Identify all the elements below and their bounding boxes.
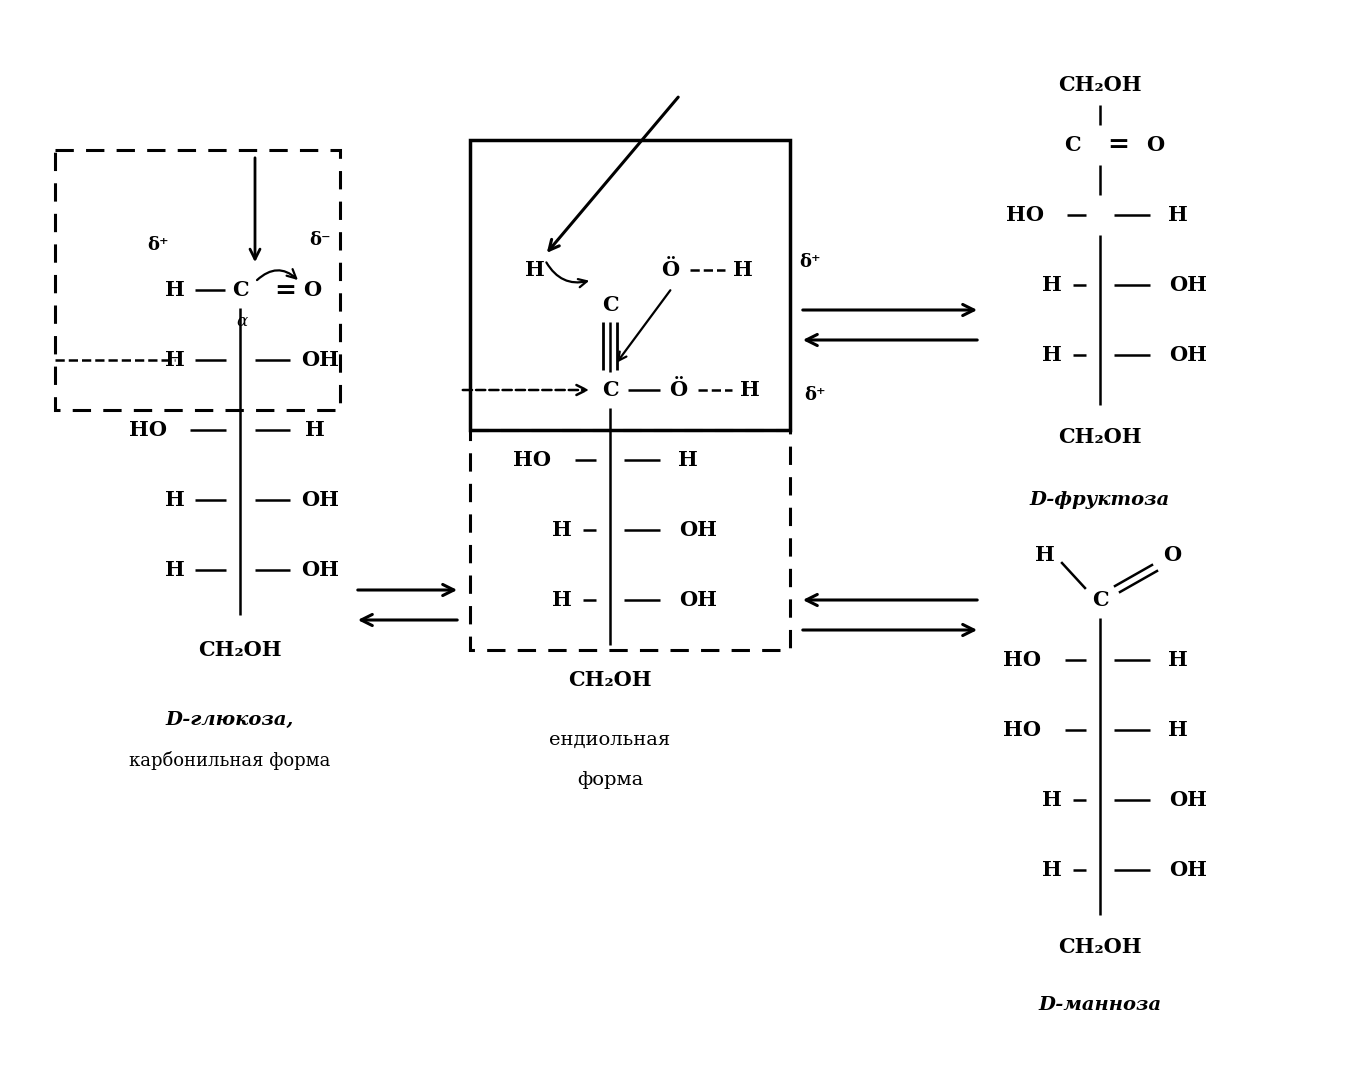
Text: CH₂OH: CH₂OH <box>568 670 652 690</box>
Text: H: H <box>525 260 545 280</box>
Text: δ⁺: δ⁺ <box>148 236 168 254</box>
Text: H: H <box>165 560 184 581</box>
Text: Ö: Ö <box>660 260 679 280</box>
Text: =: = <box>1106 132 1130 158</box>
Text: OH: OH <box>1169 790 1207 809</box>
Text: H: H <box>1041 860 1062 880</box>
Text: H: H <box>734 260 753 280</box>
Bar <box>56 151 340 410</box>
Text: H: H <box>1168 205 1188 225</box>
Text: H: H <box>552 590 572 610</box>
Text: H: H <box>740 379 759 400</box>
Text: HO: HO <box>129 420 167 440</box>
Text: C: C <box>1092 590 1108 610</box>
Text: D-глюкоза,: D-глюкоза, <box>165 711 294 729</box>
Text: OH: OH <box>301 490 339 510</box>
Text: α: α <box>236 314 248 330</box>
Text: H: H <box>1041 790 1062 809</box>
Text: H: H <box>1041 345 1062 366</box>
Text: H: H <box>1041 275 1062 295</box>
Text: =: = <box>274 277 296 302</box>
Text: HO: HO <box>513 450 551 470</box>
Text: HO: HO <box>1003 650 1041 670</box>
Text: OH: OH <box>1169 860 1207 880</box>
Text: OH: OH <box>301 350 339 370</box>
Text: O: O <box>1146 135 1163 155</box>
Text: карбонильная форма: карбонильная форма <box>129 750 331 770</box>
Text: CH₂OH: CH₂OH <box>1058 75 1142 95</box>
Text: H: H <box>1035 545 1055 565</box>
Text: OH: OH <box>301 560 339 581</box>
Text: CH₂OH: CH₂OH <box>1058 427 1142 447</box>
Text: OH: OH <box>1169 275 1207 295</box>
Text: H: H <box>165 350 184 370</box>
Text: H: H <box>678 450 698 470</box>
Text: OH: OH <box>1169 345 1207 366</box>
Bar <box>471 430 791 650</box>
Text: OH: OH <box>679 590 717 610</box>
Text: C: C <box>602 379 618 400</box>
Text: O: O <box>302 280 321 300</box>
Text: C: C <box>232 280 248 300</box>
Text: HO: HO <box>1006 205 1044 225</box>
Text: C: C <box>1063 135 1081 155</box>
Text: D-манноза: D-манноза <box>1039 997 1162 1014</box>
Text: H: H <box>1168 720 1188 740</box>
Text: H: H <box>1168 650 1188 670</box>
Text: HO: HO <box>1003 720 1041 740</box>
Text: H: H <box>552 520 572 540</box>
Text: H: H <box>305 420 325 440</box>
Text: OH: OH <box>679 520 717 540</box>
Bar <box>471 140 791 430</box>
Text: δ⁺: δ⁺ <box>804 386 826 404</box>
Text: δ⁻: δ⁻ <box>309 231 331 249</box>
Text: H: H <box>165 280 184 300</box>
Text: δ⁺: δ⁺ <box>799 253 820 271</box>
Text: H: H <box>165 490 184 510</box>
Text: O: O <box>1163 545 1181 565</box>
Text: CH₂OH: CH₂OH <box>1058 937 1142 957</box>
Text: форма: форма <box>576 771 643 789</box>
Text: ендиольная: ендиольная <box>549 731 671 749</box>
Text: Ö: Ö <box>669 379 687 400</box>
Text: C: C <box>602 295 618 315</box>
Text: CH₂OH: CH₂OH <box>198 640 282 660</box>
Text: D-фруктоза: D-фруктоза <box>1029 491 1170 508</box>
